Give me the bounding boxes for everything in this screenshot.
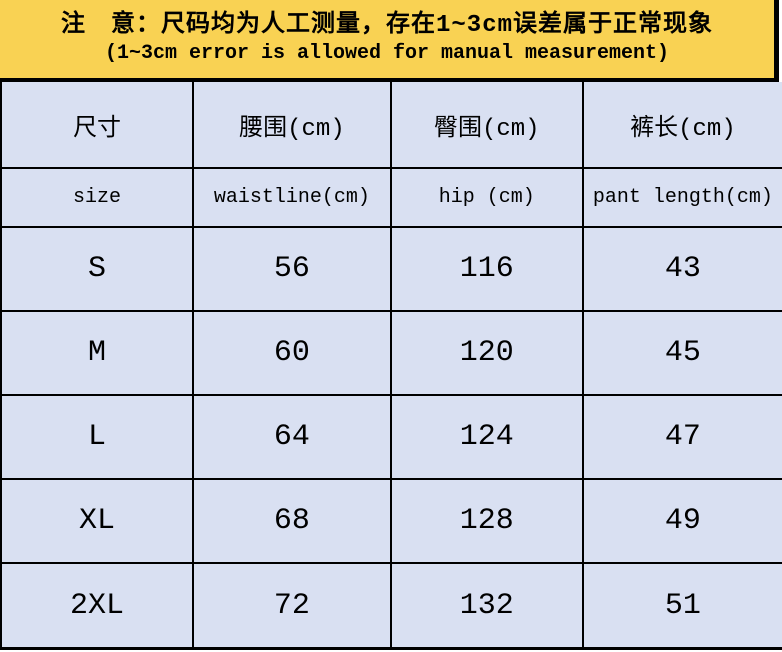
notice-text-chinese: 注 意：尺码均为人工测量，存在1~3cm误差属于正常现象 (60, 12, 713, 39)
header-row-chinese: 尺寸 腰围(cm) 臀围(cm) 裤长(cm) (0, 82, 782, 170)
value-cell: 120 (389, 309, 584, 397)
value-cell: 116 (389, 225, 584, 312)
value-cell: 56 (192, 225, 392, 312)
size-cell: M (0, 309, 195, 397)
size-cell: L (0, 393, 195, 481)
value-cell: 64 (192, 393, 392, 481)
header-cell-pant-length-en: pant length(cm) (581, 167, 782, 228)
value-cell: 43 (581, 225, 782, 312)
value-cell: 45 (581, 309, 782, 397)
header-cell-waistline-en: waistline(cm) (192, 167, 392, 228)
value-cell: 72 (192, 562, 392, 651)
size-cell: S (0, 225, 195, 312)
value-cell: 47 (581, 393, 782, 481)
value-cell: 124 (389, 393, 584, 481)
header-cell-size-cn: 尺寸 (0, 82, 195, 170)
value-cell: 132 (389, 562, 584, 651)
value-cell: 128 (389, 478, 584, 565)
notice-text-english: (1~3cm error is allowed for manual measu… (104, 42, 670, 65)
table-row-2xl: 2XL 72 132 51 (0, 562, 782, 651)
value-cell: 60 (192, 309, 392, 397)
header-cell-pant-length-cn: 裤长(cm) (581, 82, 782, 170)
table-row-s: S 56 116 43 (0, 225, 782, 312)
header-cell-size-en: size (0, 167, 195, 228)
size-cell: 2XL (0, 562, 195, 651)
value-cell: 49 (581, 478, 782, 565)
notice-banner: 注 意：尺码均为人工测量，存在1~3cm误差属于正常现象 (1~3cm erro… (0, 0, 779, 82)
value-cell: 68 (192, 478, 392, 565)
header-cell-hip-en: hip (cm) (389, 167, 584, 228)
size-table: 尺寸 腰围(cm) 臀围(cm) 裤长(cm) size waistline(c… (0, 82, 782, 651)
table-row-l: L 64 124 47 (0, 393, 782, 481)
header-cell-hip-cn: 臀围(cm) (389, 82, 584, 170)
value-cell: 51 (581, 562, 782, 651)
header-row-english: size waistline(cm) hip (cm) pant length(… (0, 167, 782, 228)
header-cell-waistline-cn: 腰围(cm) (192, 82, 392, 170)
table-row-xl: XL 68 128 49 (0, 478, 782, 565)
table-row-m: M 60 120 45 (0, 309, 782, 397)
size-cell: XL (0, 478, 195, 565)
